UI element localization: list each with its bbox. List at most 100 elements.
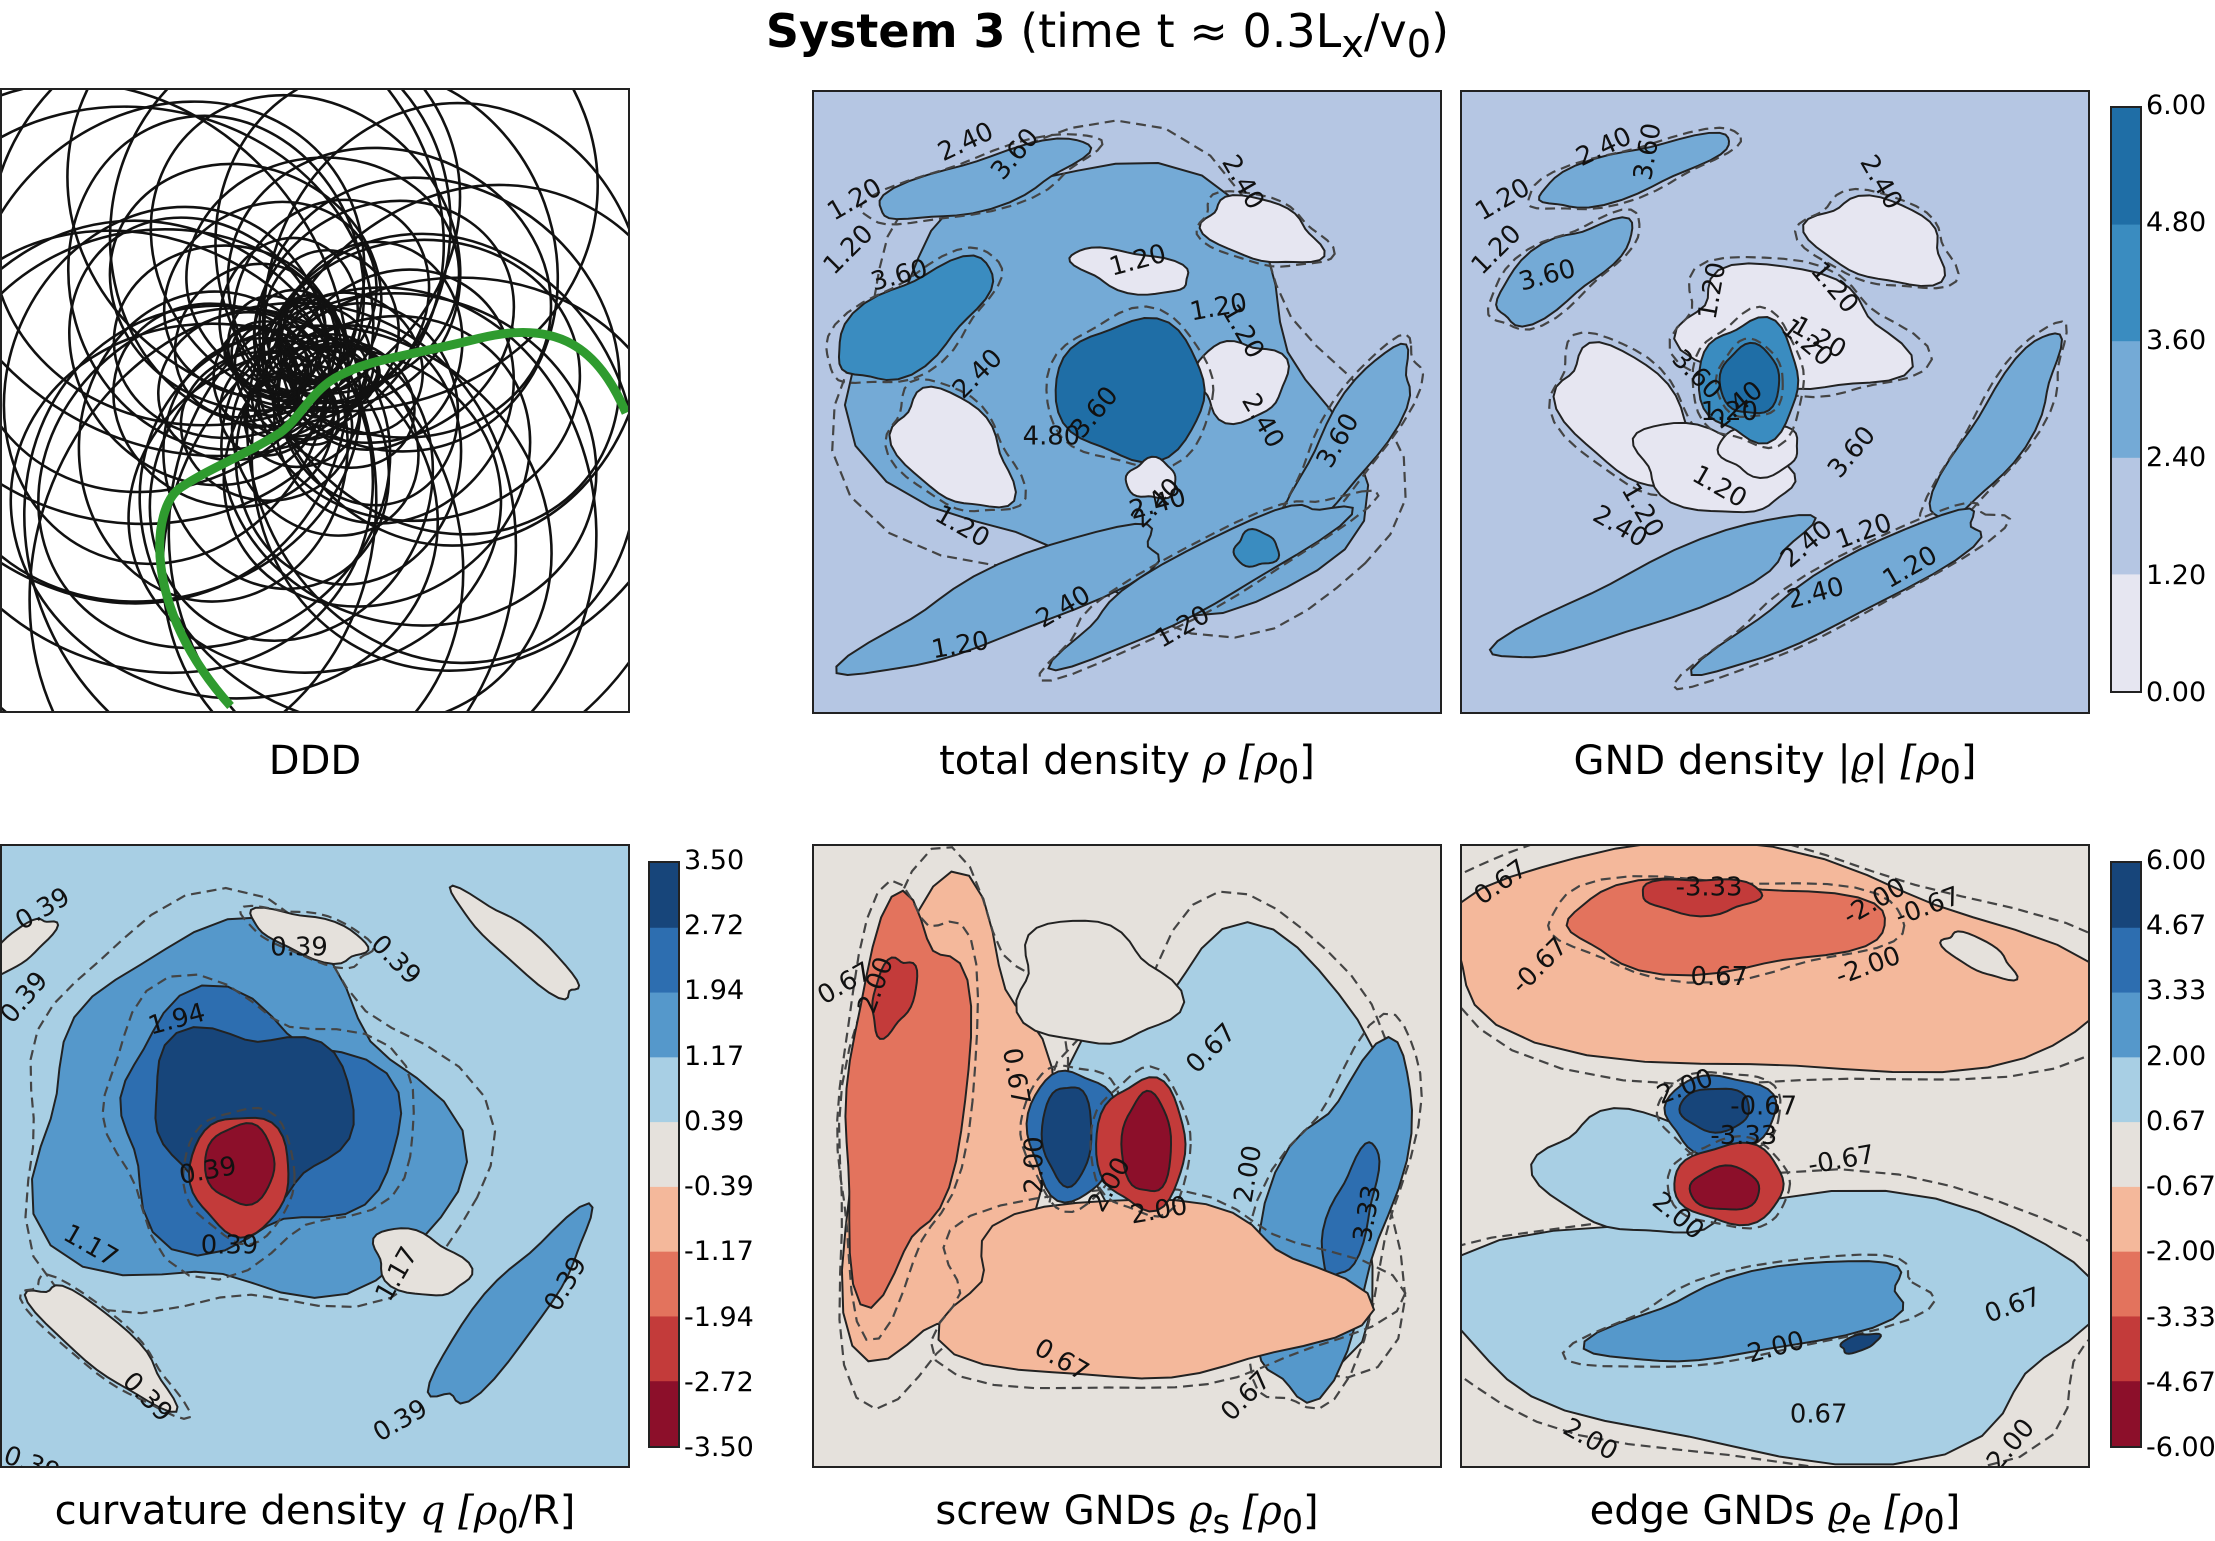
title-sub2: 0 (1406, 22, 1432, 68)
dashed-contour (1089, 1065, 1192, 1218)
contour-region (448, 884, 581, 1001)
contour-region (1582, 1260, 1905, 1363)
dislocation-loop (2, 219, 378, 711)
total-density-plot: 1.202.403.60 2.401.201.203.602.401.204.80… (814, 92, 1440, 712)
dislocation-loop (108, 162, 383, 413)
gnd-label-close: ] (1960, 738, 1977, 784)
dislocation-loop (2, 229, 375, 675)
dashed-contour (1043, 890, 1407, 1379)
contour-region (1678, 1087, 1750, 1134)
contour-region (878, 137, 1093, 221)
colorbar-tick-label: -3.50 (684, 1432, 754, 1463)
colorbar-tick-label: 6.00 (2146, 845, 2207, 876)
colorbar-band (650, 863, 678, 929)
edge-label-sub: e (1851, 1502, 1872, 1541)
title-rest: (time t ≈ 0.3L (1020, 4, 1342, 58)
contour-region (371, 1227, 474, 1297)
colorbar-tick-label: -3.33 (2146, 1301, 2215, 1333)
colorbar-band (650, 992, 678, 1058)
contour-region (1802, 194, 1947, 288)
colorbar-tick-label: -6.00 (2146, 1432, 2215, 1463)
colorbar-band (650, 1186, 678, 1253)
colorbar-band (650, 1251, 678, 1317)
dislocation-loop (2, 90, 351, 605)
dashed-contour (1045, 305, 1215, 470)
dislocation-loop-core (278, 294, 343, 386)
edge-label-math2: [ρ (1871, 1488, 1924, 1534)
colorbar-tick-label: 1.94 (684, 975, 745, 1007)
colorbar-band (650, 1381, 678, 1446)
contour-region (1839, 1332, 1882, 1355)
colorbar-tick-label: 2.00 (2146, 1040, 2207, 1072)
colorbar-band (650, 1057, 678, 1123)
dashed-contour (101, 973, 415, 1281)
total-label-sub: 0 (1278, 752, 1300, 791)
dislocation-loop (179, 350, 354, 502)
edge-gnd-plot: 0.67 -3.33 -2.00-0.67-0.67 -2.000.672.00-3.… (1462, 846, 2088, 1466)
contour-region (1124, 455, 1177, 500)
dislocation-loop-core (223, 326, 313, 394)
gnd-density-label: GND density |ϱ| [ρ0] (1460, 738, 2090, 791)
total-density-panel: 1.20 2.40 3.60 2.40 1.20 1.20 3.60 2.40 1.20 4.80… (812, 90, 1442, 714)
colorbar-band (2112, 1316, 2140, 1382)
contour-region (1054, 317, 1206, 464)
dislocation-loop-core (297, 341, 369, 428)
curv-label-close: /R] (518, 1488, 576, 1534)
colorbar-tick-label: 3.50 (684, 845, 745, 876)
contour-label: 0.39 (201, 1230, 259, 1260)
colorbar-tick-label: 6.00 (2146, 90, 2207, 121)
dashed-contour (18, 1273, 191, 1420)
gnd-density-panel: 1.20 2.40 3.60 2.40 1.20 1.20 3.60 1.20 1.20 3.60… (1460, 90, 2090, 714)
contour-region (1068, 246, 1190, 296)
curvature-density-label: curvature density q [ρ0/R] (0, 1488, 630, 1541)
contour-region (837, 254, 995, 382)
title-bold: System 3 (765, 4, 1006, 58)
contour-region (23, 1284, 179, 1413)
colorbar-band (2112, 863, 2140, 929)
dashed-contour (1671, 501, 2012, 691)
contour-label: -3.33 (1710, 1121, 1777, 1151)
dislocation-loop (226, 146, 553, 439)
contour-region (1718, 341, 1781, 415)
dashed-contour (182, 1106, 296, 1246)
dashed-contour (836, 878, 980, 1341)
colorbar-tick-label: 0.00 (2146, 677, 2207, 708)
colorbar-band (2112, 1057, 2140, 1123)
dashed-contour (1526, 126, 1743, 211)
edge-label-sub2: 0 (1923, 1502, 1945, 1541)
dislocation-loop (66, 90, 599, 413)
curv-label-sub: 0 (497, 1502, 519, 1541)
screw-gnd-plot: 0.672.000.670.673.332.00 2.000.672.002.00… (814, 846, 1440, 1466)
colorbar-band (2112, 224, 2140, 342)
contour-region (249, 906, 370, 965)
screw-label-math2: [ρ (1229, 1488, 1282, 1534)
dashed-contour (1019, 1064, 1123, 1214)
contour-region (426, 1202, 594, 1405)
colorbar-band (650, 927, 678, 994)
dashed-contour (1714, 337, 1784, 418)
gnd-density-plot: 1.202.403.60 2.401.201.203.60 1.201.203.60… (1462, 92, 2088, 712)
colorbar-tick-label: -1.94 (684, 1301, 754, 1333)
curv-label-math: q [ρ (419, 1488, 498, 1534)
gnd-component-colorbar-gradient (2112, 863, 2140, 1446)
curvature-density-plot: 0.390.39 0.390.39 1.941.170.391.17 0.390.39… (2, 846, 628, 1466)
colorbar-tick-label: 4.67 (2146, 910, 2207, 942)
colorbar-band (2112, 341, 2140, 459)
contour-region (888, 385, 1017, 509)
total-density-label: total density ρ [ρ0] (812, 738, 1442, 791)
colorbar-band (650, 1316, 678, 1382)
dashed-contour (825, 246, 1004, 385)
colorbar-band (2112, 574, 2140, 691)
contour-region (1040, 1086, 1093, 1189)
contour-region (1565, 877, 1886, 977)
dislocation-loop-core (243, 372, 333, 439)
title-tail: /v (1363, 4, 1407, 58)
colorbar-band (2112, 1251, 2140, 1317)
ddd-green-line (155, 327, 628, 710)
dashed-contour (1038, 489, 1380, 682)
dashed-contour (929, 1186, 1407, 1390)
contour-label: 2.00 (1020, 1136, 1050, 1194)
title-sub: x (1341, 22, 1364, 68)
contour-label: 0.67 (1790, 1399, 1848, 1429)
colorbar-tick-label: 3.33 (2146, 975, 2207, 1007)
